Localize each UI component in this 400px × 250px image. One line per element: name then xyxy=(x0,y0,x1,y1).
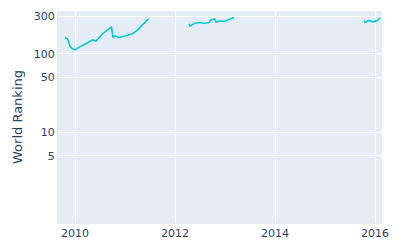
svg-text:2016: 2016 xyxy=(361,227,389,240)
svg-text:World Ranking: World Ranking xyxy=(10,70,25,164)
svg-text:5: 5 xyxy=(48,150,55,163)
svg-text:2014: 2014 xyxy=(261,227,289,240)
svg-text:100: 100 xyxy=(34,48,55,61)
svg-text:2012: 2012 xyxy=(161,227,189,240)
svg-text:2010: 2010 xyxy=(61,227,89,240)
svg-text:300: 300 xyxy=(34,10,55,23)
svg-text:50: 50 xyxy=(41,71,55,84)
svg-text:10: 10 xyxy=(41,126,55,139)
